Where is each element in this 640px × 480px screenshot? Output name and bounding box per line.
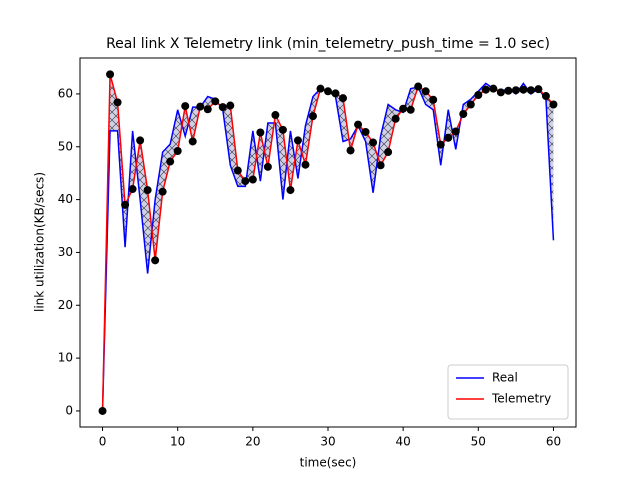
x-tick-label: 40 <box>396 435 411 449</box>
y-axis-label: link utilization(KB/secs) <box>33 172 47 312</box>
x-tick-label: 20 <box>245 435 260 449</box>
data-point <box>504 86 513 95</box>
data-point <box>324 87 332 96</box>
data-point <box>241 177 250 186</box>
data-point <box>263 162 272 171</box>
data-point <box>106 70 115 79</box>
data-point <box>316 84 325 93</box>
series-line <box>101 74 555 411</box>
y-tick-label: 50 <box>58 139 73 153</box>
x-tick-label: 10 <box>170 435 185 449</box>
data-point <box>466 100 475 109</box>
data-point <box>421 87 430 96</box>
data-point <box>278 125 287 134</box>
data-point <box>271 111 280 120</box>
y-tick-label: 60 <box>58 86 73 100</box>
data-point <box>121 200 130 209</box>
plot-frame <box>79 57 577 428</box>
x-tick-label: 30 <box>320 435 335 449</box>
data-point <box>233 166 242 175</box>
y-tick-label: 0 <box>65 403 73 417</box>
data-point <box>211 97 220 106</box>
data-point <box>369 138 378 147</box>
data-point <box>308 112 317 121</box>
data-point <box>98 406 107 415</box>
data-point <box>474 90 483 99</box>
data-point <box>331 89 340 98</box>
data-point <box>526 86 535 95</box>
y-tick-label: 10 <box>58 351 73 365</box>
data-point <box>128 185 137 194</box>
data-point <box>339 94 348 103</box>
data-point <box>399 104 408 113</box>
x-tick-label: 50 <box>471 435 486 449</box>
data-point <box>113 98 122 107</box>
data-point <box>376 161 385 170</box>
data-point <box>248 175 257 184</box>
data-point <box>136 136 145 145</box>
data-point <box>166 157 175 166</box>
x-axis-label: time(sec) <box>300 456 357 470</box>
data-point <box>384 148 393 157</box>
data-point <box>391 114 400 123</box>
data-point <box>459 110 468 119</box>
data-point <box>226 101 235 110</box>
data-point <box>301 160 310 169</box>
data-point <box>158 187 167 196</box>
data-point <box>218 103 227 112</box>
data-point <box>444 133 453 142</box>
data-point <box>181 102 190 111</box>
data-point <box>534 85 543 94</box>
data-point <box>496 88 505 97</box>
data-point <box>489 84 498 93</box>
data-point <box>203 105 212 114</box>
data-point <box>293 136 302 145</box>
data-point <box>541 92 550 101</box>
data-point <box>481 85 490 94</box>
y-tick-label: 20 <box>58 298 73 312</box>
x-tick-label: 0 <box>99 435 107 449</box>
data-point <box>346 146 355 155</box>
data-point <box>361 127 370 136</box>
series-line <box>101 82 555 411</box>
data-point <box>286 186 295 195</box>
data-point <box>354 120 363 129</box>
y-tick-label: 40 <box>58 192 73 206</box>
legend-label: Real <box>492 371 518 385</box>
y-tick-label: 30 <box>58 245 73 259</box>
data-point <box>256 128 265 137</box>
data-point <box>519 85 528 94</box>
data-point <box>196 102 205 111</box>
data-point <box>429 95 438 104</box>
data-point <box>143 186 152 195</box>
data-point <box>451 127 460 136</box>
legend-label: Telemetry <box>491 392 551 406</box>
data-point <box>436 140 445 149</box>
fill-between <box>102 74 554 411</box>
data-point <box>549 100 558 109</box>
data-point <box>151 256 160 265</box>
data-point <box>414 82 423 91</box>
x-tick-label: 60 <box>546 435 561 449</box>
chart-title: Real link X Telemetry link (min_telemetr… <box>106 36 550 52</box>
data-point <box>173 146 182 155</box>
data-point <box>511 86 520 95</box>
data-point <box>188 137 197 146</box>
data-point <box>406 105 415 114</box>
